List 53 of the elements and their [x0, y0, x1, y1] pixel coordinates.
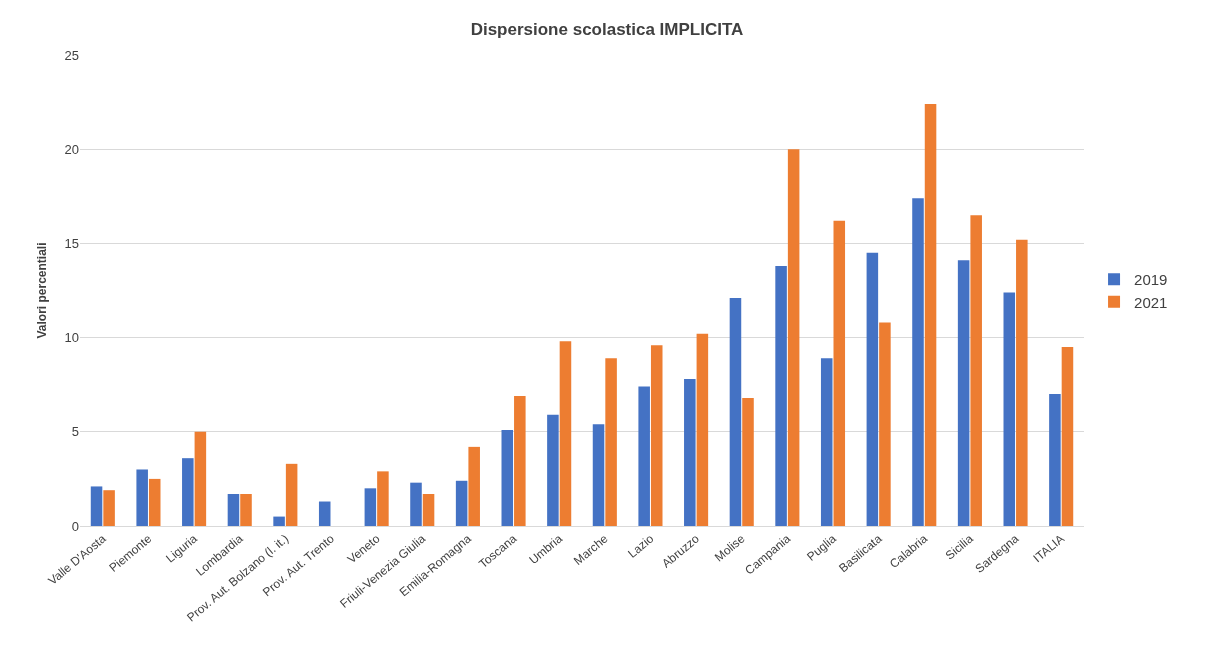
bar [696, 333, 709, 526]
bar [240, 493, 252, 526]
bar [559, 341, 572, 526]
y-tick-label: 25 [64, 47, 79, 63]
bar [1003, 292, 1016, 526]
bar [103, 490, 115, 526]
y-tick-label: 0 [71, 518, 79, 534]
bar [377, 471, 389, 526]
bar [501, 429, 514, 526]
bar [742, 397, 754, 526]
bar [364, 488, 377, 526]
bar [90, 486, 103, 526]
bar [227, 493, 240, 526]
chart-title: Dispersione scolastica IMPLICITA [470, 19, 744, 39]
bar [775, 266, 787, 526]
bar [912, 198, 924, 526]
bar [422, 493, 435, 526]
bar [182, 458, 194, 526]
bar [605, 358, 617, 526]
bar [1049, 394, 1061, 526]
bar [148, 478, 161, 526]
y-tick-label: 20 [64, 141, 79, 157]
bar [1061, 347, 1074, 526]
bar [729, 298, 742, 526]
bar [547, 414, 559, 526]
legend-label: 2021 [1134, 293, 1168, 311]
bar [820, 358, 833, 526]
bar [410, 482, 422, 526]
bar [684, 379, 696, 526]
bar [650, 345, 663, 526]
bar [833, 220, 846, 526]
y-tick-label: 5 [71, 424, 79, 440]
bar [957, 260, 970, 526]
bar [318, 501, 331, 526]
bar [514, 396, 526, 526]
bar [136, 469, 148, 526]
bar [970, 215, 982, 526]
legend-label: 2019 [1134, 271, 1168, 289]
bar [468, 446, 480, 526]
bar [879, 322, 891, 526]
bar [638, 386, 650, 526]
y-tick-label: 10 [64, 330, 79, 346]
y-tick-label: 15 [64, 235, 79, 251]
y-axis-title: Valori percentiali [34, 242, 49, 339]
bar [1016, 239, 1028, 526]
bar [924, 103, 937, 526]
bar [455, 480, 468, 526]
bar [787, 149, 800, 526]
bar [592, 424, 605, 526]
bar [285, 463, 298, 526]
bar [866, 252, 879, 526]
bar [194, 431, 207, 526]
bar [273, 516, 285, 526]
